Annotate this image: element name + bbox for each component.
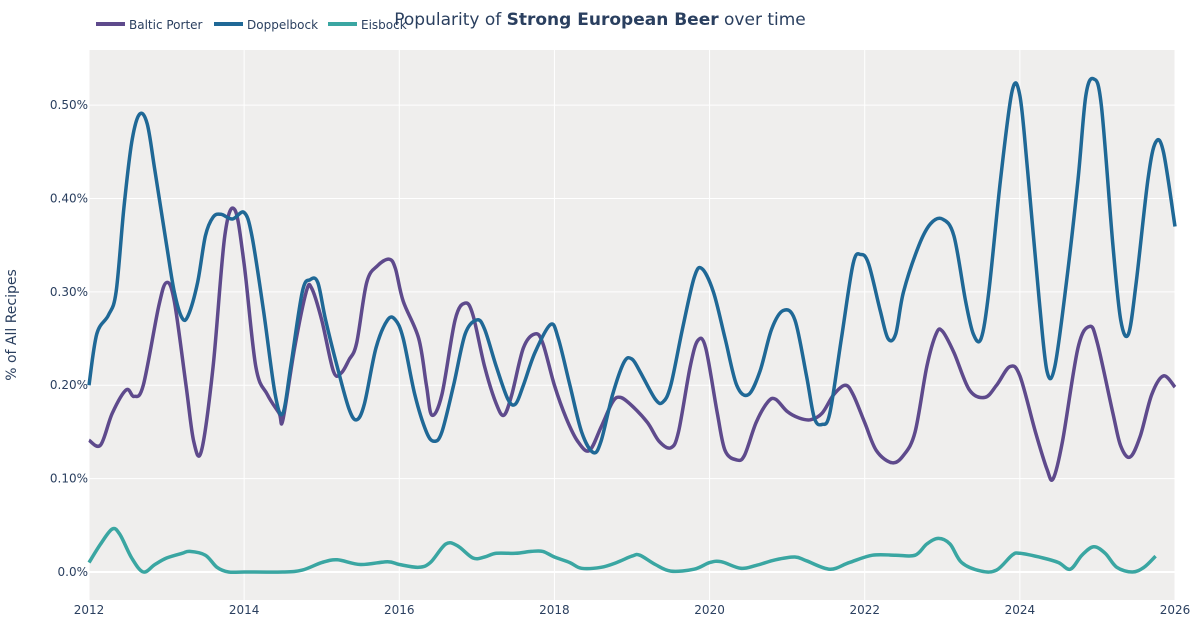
chart-title: Popularity of Strong European Beer over … — [394, 10, 806, 30]
y-tick-label: 0.40% — [50, 191, 88, 205]
title-prefix: Popularity of — [394, 10, 506, 30]
legend-label: Eisbock — [361, 18, 407, 32]
series-line-doppelbock — [87, 76, 1177, 455]
x-tick-label: 2022 — [849, 603, 880, 617]
title-suffix: over time — [719, 10, 806, 30]
title-bold: Strong European Beer — [507, 10, 720, 30]
legend: Baltic Porter Doppelbock Eisbock — [96, 18, 407, 32]
y-tick-label: 0.20% — [50, 378, 88, 392]
legend-item[interactable]: Eisbock — [328, 18, 407, 32]
series-lines — [87, 76, 1177, 575]
series-line-eisbock — [87, 526, 1157, 575]
y-tick-label: 0.10% — [50, 472, 88, 486]
y-axis-label: % of All Recipes — [4, 269, 20, 381]
x-tick-label: 2020 — [694, 603, 725, 617]
legend-item[interactable]: Baltic Porter — [96, 18, 203, 32]
y-tick-label: 0.50% — [50, 98, 88, 112]
x-tick-label: 2018 — [539, 603, 570, 617]
x-tick-label: 2024 — [1005, 603, 1036, 617]
legend-label: Baltic Porter — [129, 18, 203, 32]
y-tick-label: 0.30% — [50, 285, 88, 299]
series-line-baltic-porter — [88, 206, 1177, 482]
x-tick-label: 2016 — [384, 603, 415, 617]
plot-background — [89, 50, 1175, 600]
x-tick-label: 2012 — [74, 603, 105, 617]
x-axis: 2012 2014 2016 2018 2020 2022 2024 2026 — [74, 603, 1191, 617]
y-tick-label: 0.0% — [58, 565, 89, 579]
legend-label: Doppelbock — [247, 18, 318, 32]
legend-item[interactable]: Doppelbock — [214, 18, 318, 32]
y-axis: 0.0% 0.10% 0.20% 0.30% 0.40% 0.50% — [50, 98, 88, 579]
x-tick-label: 2014 — [229, 603, 260, 617]
x-tick-label: 2026 — [1160, 603, 1191, 617]
